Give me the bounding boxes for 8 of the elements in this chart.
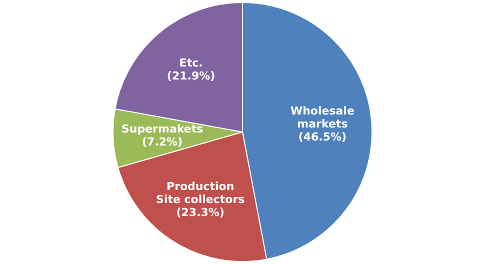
- data-label: (7.2%): [142, 135, 183, 148]
- data-label: (23.3%): [176, 206, 224, 220]
- slice-label: Wholesale markets: [290, 104, 354, 130]
- slice-label: Etc.: [179, 56, 203, 70]
- data-label: (46.5%): [298, 130, 347, 144]
- slice-label: Production Site collectors: [156, 180, 246, 206]
- data-label: (21.9%): [166, 70, 216, 83]
- slice-label: Supermakets: [121, 122, 204, 136]
